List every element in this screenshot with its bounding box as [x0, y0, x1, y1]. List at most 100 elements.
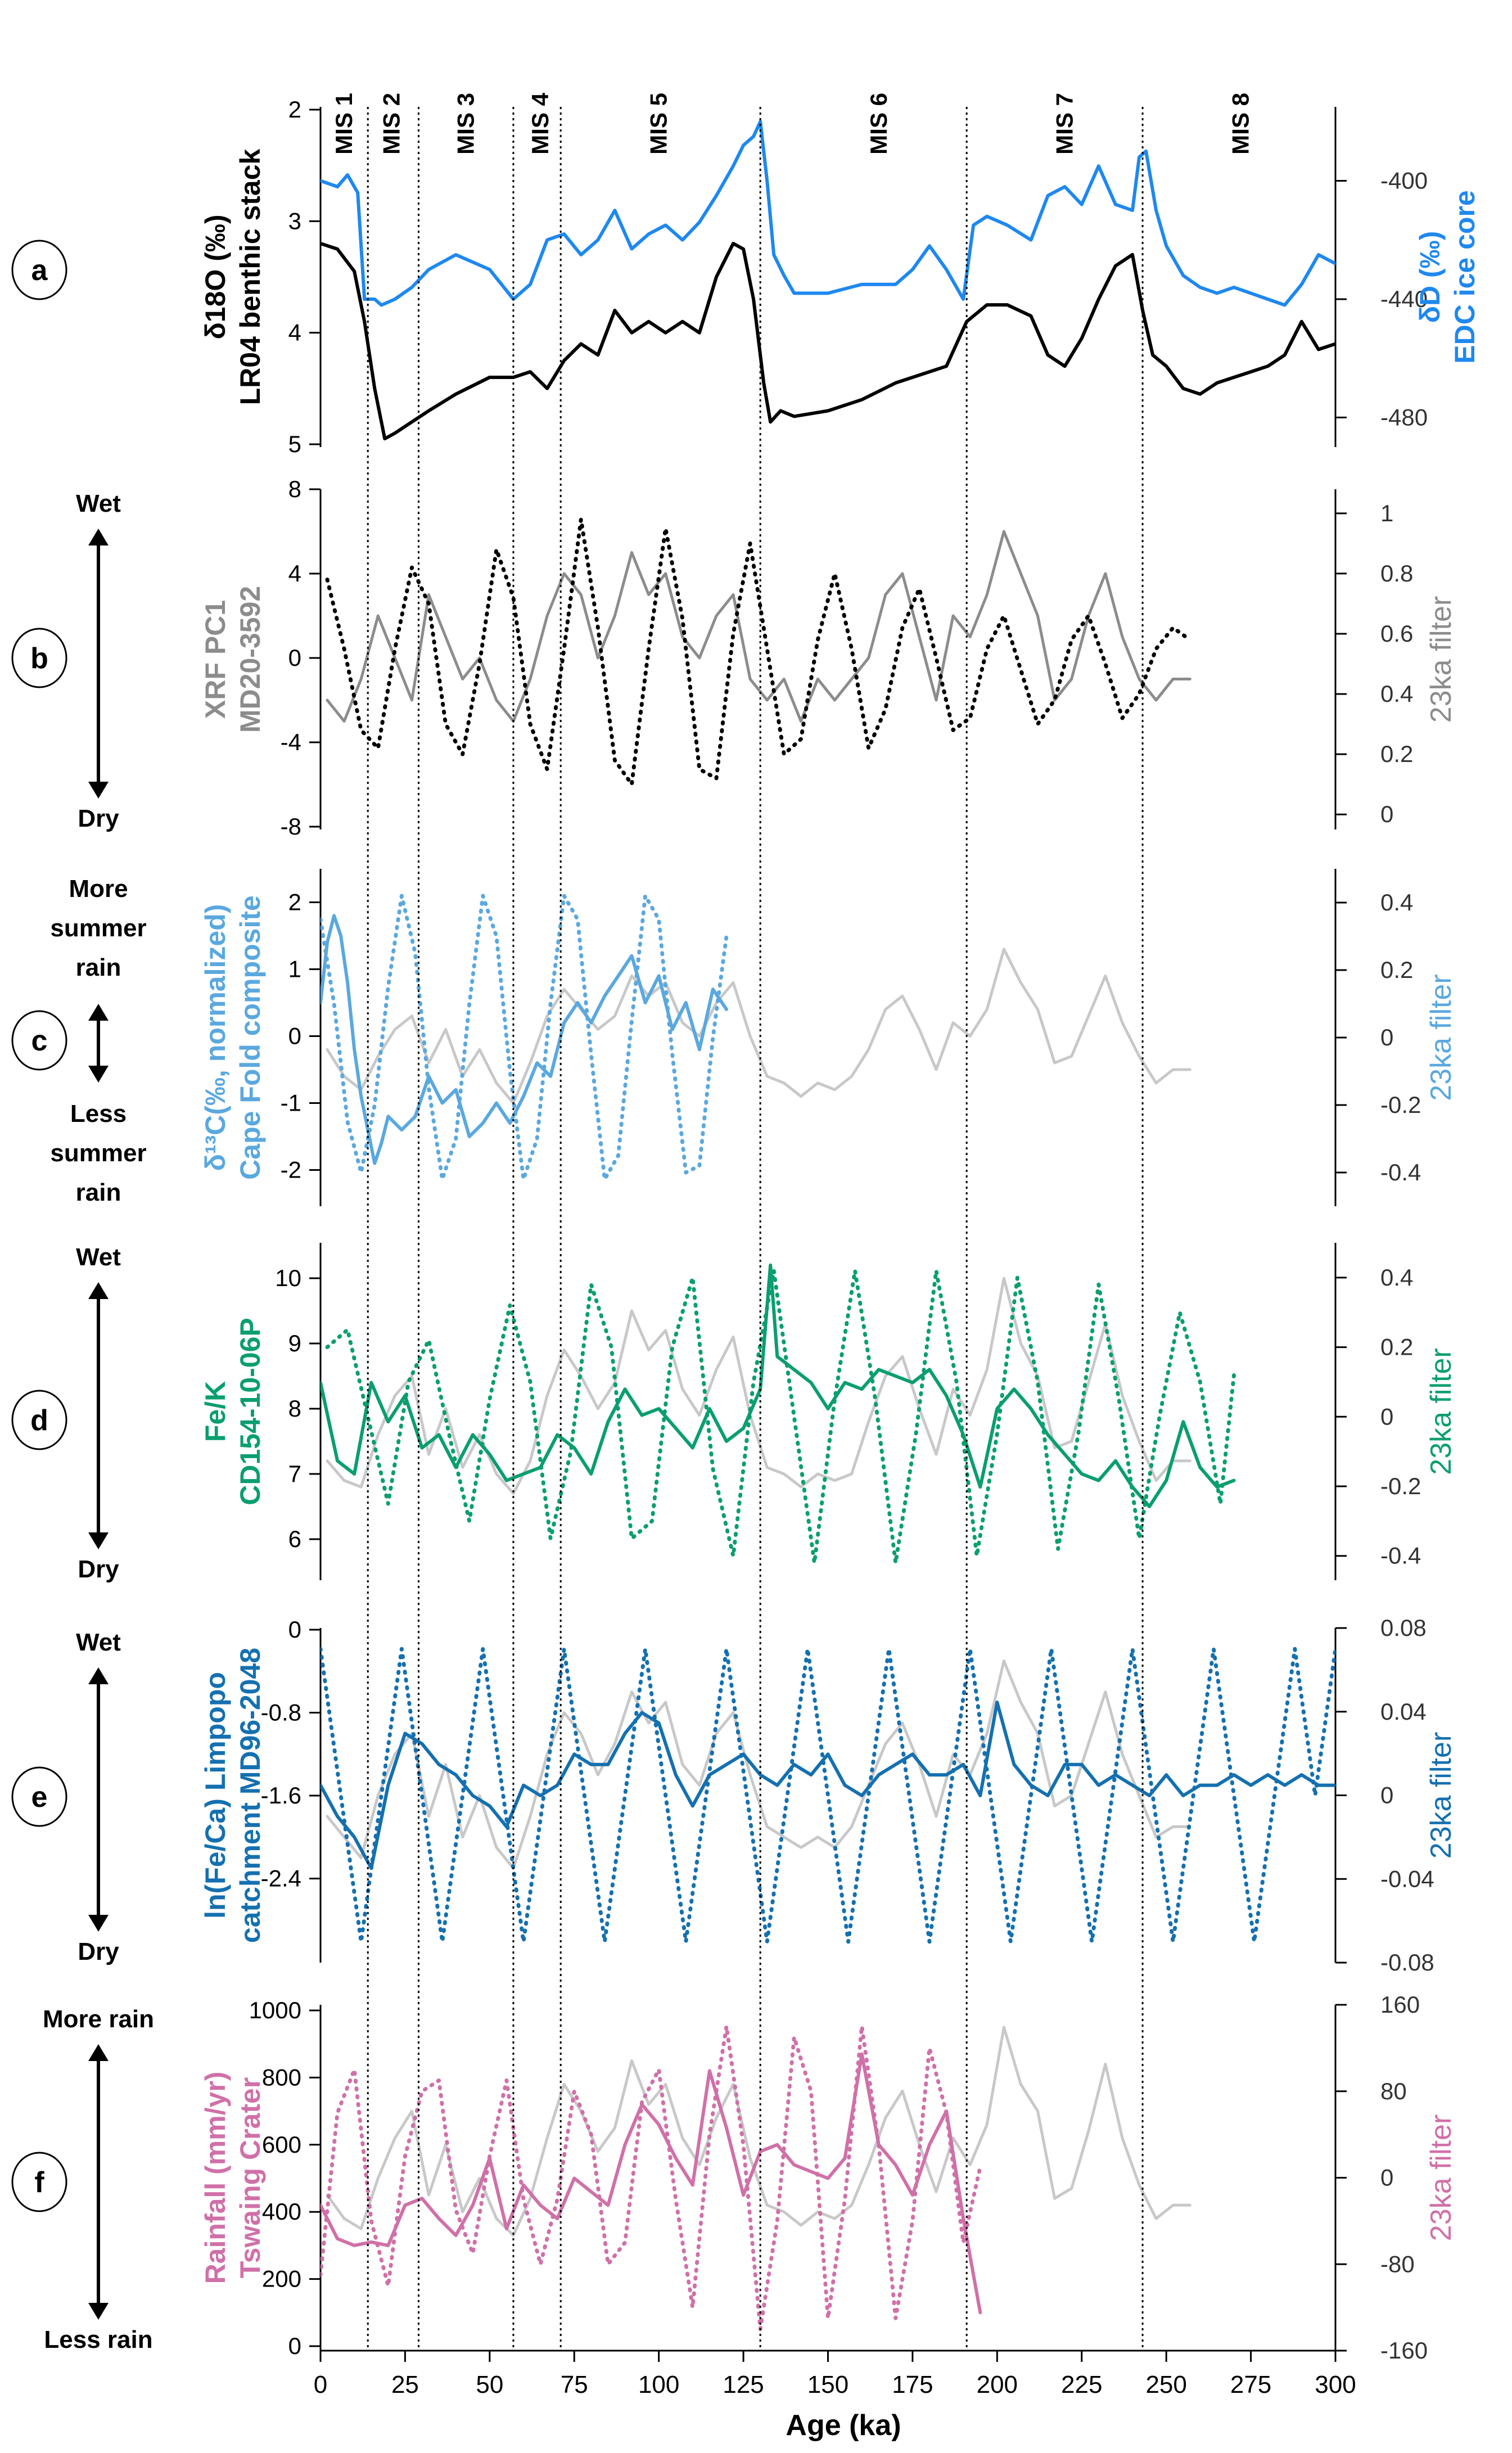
direction-annotation: Wet Dry: [76, 490, 121, 832]
left-axis-tick-label: 4: [288, 319, 301, 346]
right-axis-label: 23ka filter: [1425, 1348, 1457, 1474]
left-axis-label: Tswaing Crater: [234, 2077, 266, 2279]
left-axis-tick-label: 7: [288, 1460, 301, 1487]
mis-label: MIS 4: [527, 92, 553, 154]
annotation-top-text: Wet: [76, 490, 121, 517]
mis-label: MIS 1: [331, 93, 357, 155]
right-axis: 1 0.8 0.6 0.4 0.2 0: [1334, 489, 1413, 829]
left-axis-label: catchment MD96-2048: [234, 1648, 266, 1943]
left-axis-tick-label: -0.8: [261, 1699, 301, 1726]
annotation-top-text: rain: [76, 954, 121, 981]
direction-annotation: Wet Dry: [76, 1243, 121, 1583]
right-axis-tick-label: 0: [1380, 1024, 1393, 1050]
arrow-head-up: [88, 2044, 109, 2061]
x-axis-tick-label: 100: [638, 2371, 679, 2398]
right-axis-tick-label: -0.4: [1380, 1543, 1421, 1569]
annotation-top-text: Wet: [76, 1243, 121, 1271]
left-axis-tick-label: 8: [288, 1395, 301, 1422]
panel-letter: b: [30, 642, 48, 675]
left-axis-tick-label: 600: [262, 2131, 301, 2158]
panel-e: e 0 -0.8 -1.6 -2.4 0.08 0.04 0 -0.04 -0.08 ln(Fe/C…: [11, 1615, 1457, 1976]
arrow-head-up: [88, 1004, 109, 1021]
series-group: [321, 2024, 1191, 2332]
panel-letter-badge: [11, 2152, 67, 2212]
left-axis-tick-label: 200: [262, 2266, 301, 2292]
right-axis-tick-label: 0.04: [1380, 1698, 1427, 1725]
series-group: [325, 517, 1192, 787]
series-group: [321, 120, 1335, 441]
left-axis-label: δ18O (‰): [200, 214, 231, 339]
x-axis-tick-label: 50: [476, 2371, 503, 2398]
series-line-23ka-filter-dotted: [321, 1647, 1335, 1944]
series-line-edc-ice-core: [321, 120, 1335, 307]
direction-annotation: More rain Less rain: [43, 2005, 154, 2353]
right-axis-tick-label: 1: [1380, 500, 1393, 526]
annotation-top-text: More rain: [43, 2005, 154, 2033]
right-axis-tick-label: 0.8: [1380, 560, 1413, 587]
right-axis-tick-label: 80: [1380, 2078, 1407, 2104]
annotation-bottom-text: Less: [70, 1100, 127, 1128]
series-line-lr04-benthic-stack: [321, 242, 1335, 441]
annotation-bottom-text: summer: [50, 1139, 146, 1167]
right-axis-tick-label: -80: [1380, 2251, 1415, 2277]
panel-a: a 2 3 4 5 -400 -440 -480 δ18O (‰) LR04 benthic st…: [11, 96, 1481, 457]
arrow-head-up: [88, 1667, 109, 1684]
x-axis-tick-label: 200: [977, 2371, 1018, 2398]
x-axis-label: Age (ka): [786, 2409, 901, 2442]
series-line-23ka-filter-dotted: [321, 2024, 982, 2332]
left-axis-label: Cape Fold composite: [234, 895, 266, 1180]
left-axis-tick-label: 6: [288, 1526, 301, 1552]
left-axis-label: LR04 benthic stack: [234, 148, 266, 405]
left-axis: 8 4 0 -4 -8: [281, 476, 322, 840]
right-axis-tick-label: 0.4: [1380, 680, 1413, 707]
series-line-reference-record: [326, 948, 1191, 1104]
series-line-reference-record: [326, 1659, 1191, 1870]
right-axis: 0.4 0.2 0 -0.2 -0.4: [1334, 869, 1421, 1206]
left-axis-label: MD20-3592: [234, 586, 266, 733]
right-axis-tick-label: 0.6: [1380, 620, 1413, 647]
panel-letter-badge: [11, 240, 67, 300]
arrow-head-down: [88, 1532, 109, 1549]
left-axis-tick-label: 0: [288, 1023, 301, 1049]
right-axis: 0.08 0.04 0 -0.04 -0.08: [1334, 1615, 1434, 1976]
panel-letter: e: [31, 1781, 48, 1814]
left-axis-tick-label: -1: [281, 1090, 301, 1116]
x-axis: Age (ka) 0 25 50 75 100 125 150 175 200 225 250 275…: [314, 2350, 1356, 2442]
left-axis: 10 9 8 7 6: [275, 1243, 322, 1580]
left-axis-tick-label: 0: [288, 2333, 301, 2359]
mis-labels: MIS 1 MIS 2 MIS 3 MIS 4 MIS 5 MIS 6 MIS 7 MIS 8: [331, 92, 1253, 154]
left-axis: 2 1 0 -1 -2: [281, 869, 322, 1206]
x-axis-tick-label: 300: [1315, 2371, 1356, 2398]
left-axis: 0 -0.8 -1.6 -2.4: [261, 1616, 322, 1963]
right-axis-tick-label: 0.4: [1380, 1264, 1413, 1291]
series-line-xrf-pc1-md20-3592: [326, 530, 1191, 723]
right-axis-label: EDC ice core: [1449, 190, 1481, 363]
series-line-cape-fold-composite: [321, 914, 728, 1165]
panel-letter: a: [31, 254, 48, 287]
left-axis-label: XRF PC1: [200, 600, 231, 719]
left-axis-tick-label: -2.4: [261, 1865, 301, 1892]
right-axis-tick-label: 0: [1380, 1782, 1393, 1809]
mis-label: MIS 3: [453, 93, 479, 155]
left-axis-tick-label: 3: [288, 208, 301, 234]
right-axis-tick-label: -0.08: [1380, 1949, 1434, 1976]
left-axis-tick-label: 1000: [249, 1997, 301, 2023]
right-axis-tick-label: -0.2: [1380, 1092, 1421, 1118]
left-axis-tick-label: 9: [288, 1330, 301, 1356]
panel-letter-badge: [11, 1766, 67, 1827]
x-axis-tick-label: 25: [391, 2371, 419, 2398]
right-axis-tick-label: 0.4: [1380, 889, 1413, 916]
series-line-cd154-10-06p: [321, 1263, 1236, 1508]
mis-label: MIS 6: [865, 93, 892, 155]
annotation-bottom-text: rain: [76, 1179, 121, 1206]
panel-letter: d: [30, 1404, 48, 1437]
right-axis-tick-label: 0: [1380, 801, 1393, 827]
left-axis-tick-label: 10: [275, 1265, 301, 1291]
arrow-head-down: [88, 1066, 109, 1083]
left-axis-tick-label: -4: [281, 729, 301, 755]
right-axis-tick-label: 160: [1380, 1991, 1420, 2018]
left-axis-tick-label: -2: [281, 1157, 301, 1183]
panel-c: c 2 1 0 -1 -2 0.4 0.2 0 -0.2 -0.4 δ¹³C(‰, normalize…: [11, 869, 1457, 1206]
